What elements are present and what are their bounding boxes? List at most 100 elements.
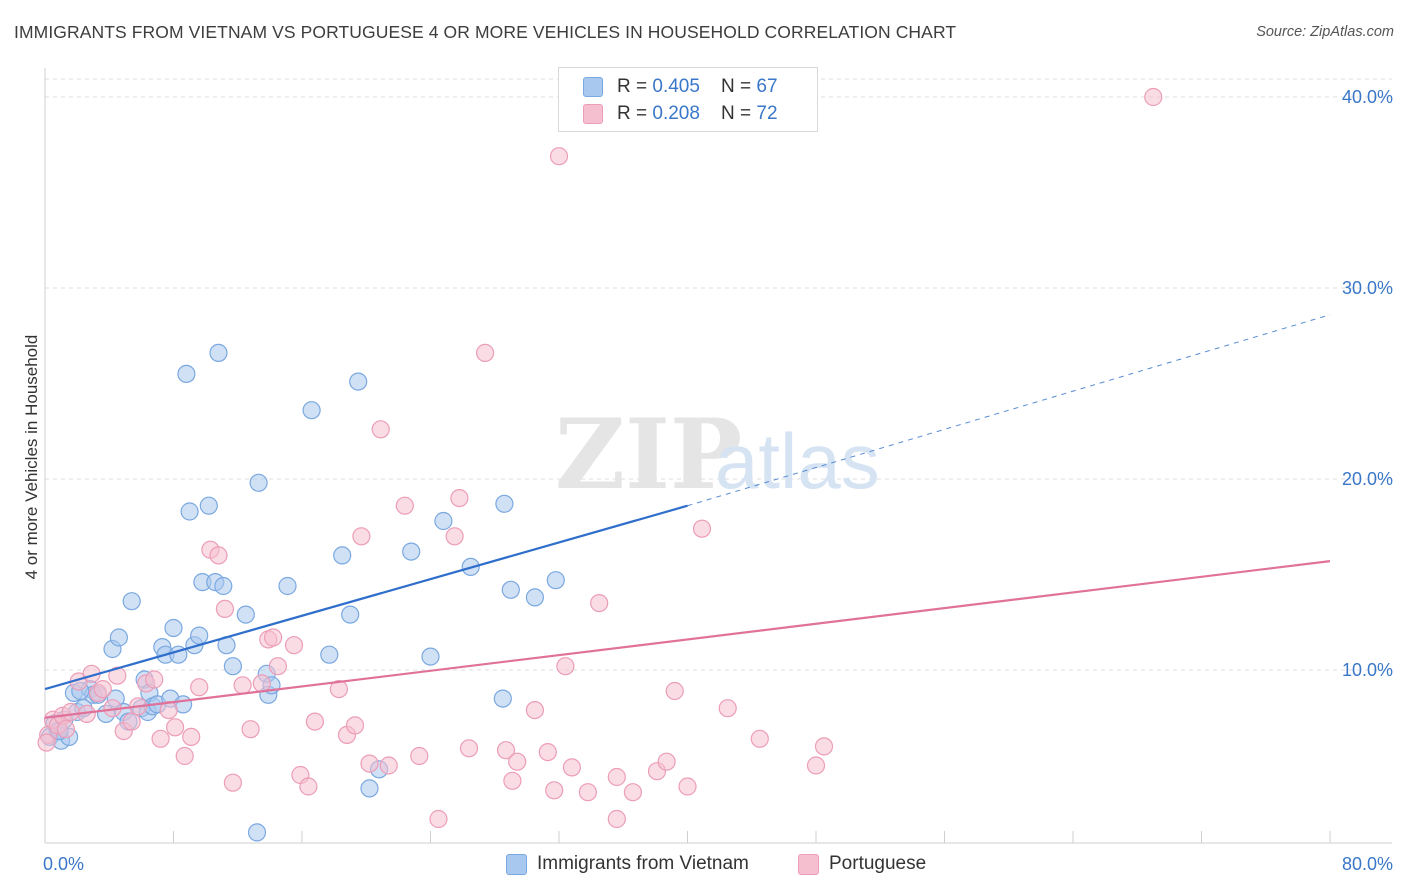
vietnam-point [109, 628, 129, 647]
portuguese-point [607, 767, 626, 787]
vietnam-point [546, 571, 565, 590]
trend-lines [44, 314, 1331, 719]
portuguese-point [665, 681, 684, 701]
portuguese-point [151, 729, 170, 748]
y-tick-label: 20.0% [1342, 469, 1393, 489]
portuguese-point [305, 712, 324, 731]
x-tick-label: 0.0% [43, 854, 84, 874]
watermark-atlas: atlas [715, 417, 880, 505]
portuguese-point [299, 777, 318, 796]
portuguese-point [233, 676, 252, 695]
vietnam-point [434, 511, 453, 531]
n-label: N = [721, 103, 757, 124]
portuguese-point [459, 739, 479, 758]
axes [44, 68, 1392, 844]
vietnam-point [223, 657, 242, 676]
portuguese-point [345, 716, 365, 735]
portuguese-point [556, 657, 575, 676]
portuguese-point [241, 720, 260, 739]
y-tick-label: 30.0% [1342, 278, 1393, 298]
portuguese-point [657, 752, 676, 771]
gridlines [45, 78, 1392, 671]
legend-swatch-blue [583, 77, 603, 97]
portuguese-point [190, 678, 209, 697]
portuguese-point [814, 737, 834, 756]
portuguese-point [329, 679, 348, 699]
bottom-legend-portuguese: Portuguese [798, 852, 926, 876]
portuguese-point [108, 666, 127, 685]
portuguese-point [352, 527, 371, 546]
vietnam-trend-line [44, 504, 688, 691]
portuguese-point [268, 657, 287, 676]
portuguese-point [1144, 87, 1163, 107]
n-label: N = [721, 76, 757, 97]
vietnam-point [320, 645, 339, 664]
axis-labels: 10.0% 20.0% 30.0% 40.0% 0.0% 80.0% 4 or more V… [22, 87, 1393, 874]
vietnam-point [341, 605, 360, 624]
r-value: 0.405 [652, 76, 700, 97]
vietnam-point [501, 580, 520, 599]
vietnam-point [249, 473, 268, 492]
portuguese-point [623, 783, 643, 802]
bottom-legend-label: Immigrants from Vietnam [537, 853, 749, 874]
portuguese-point [806, 756, 826, 775]
portuguese-point [175, 746, 194, 766]
portuguese-point [223, 773, 242, 792]
n-value: 67 [756, 76, 778, 97]
y-tick-label: 40.0% [1342, 87, 1393, 107]
y-axis-title: 4 or more Vehicles in Household [22, 335, 41, 580]
vietnam-point [180, 502, 199, 521]
vietnam-point [360, 779, 379, 798]
vietnam-point [333, 546, 352, 565]
portuguese-point [360, 754, 379, 773]
x-tick-label: 80.0% [1342, 854, 1393, 874]
portuguese-point [445, 527, 464, 546]
chart-title: IMMIGRANTS FROM VIETNAM VS PORTUGUESE 4 … [14, 22, 957, 42]
vietnam-point [177, 364, 196, 383]
portuguese-trend-line [44, 560, 1331, 719]
portuguese-point [678, 777, 697, 796]
portuguese-point [379, 756, 398, 775]
vietnam-point [247, 823, 267, 842]
portuguese-point [93, 679, 112, 699]
portuguese-point [578, 783, 598, 802]
portuguese-point [538, 742, 557, 762]
portuguese-point [166, 718, 185, 737]
vietnam-point [122, 592, 141, 611]
vietnam-point [164, 618, 183, 638]
r-value: 0.208 [652, 103, 700, 124]
source-label: Source: ZipAtlas.com [1256, 24, 1394, 40]
portuguese-point [750, 729, 769, 748]
vietnam-point [402, 542, 421, 561]
portuguese-point [525, 700, 545, 720]
vietnam-point [199, 496, 218, 515]
portuguese-point [562, 758, 582, 777]
portuguese-point [37, 733, 56, 752]
portuguese-point [590, 593, 609, 613]
bottom-legend-label: Portuguese [829, 853, 927, 874]
legend-swatch-pink [583, 104, 603, 124]
portuguese-point [476, 343, 495, 362]
data-points [37, 87, 1163, 842]
legend-text: R = 0.405 N = 67 [617, 76, 778, 98]
vietnam-trend-extension [687, 314, 1331, 507]
portuguese-point [545, 781, 564, 800]
n-value: 72 [756, 103, 778, 124]
portuguese-point [252, 674, 271, 693]
portuguese-point [503, 771, 522, 790]
portuguese-point [496, 741, 516, 760]
portuguese-point [209, 546, 228, 565]
r-label: R = [617, 103, 653, 124]
vietnam-point [190, 626, 209, 645]
portuguese-point [371, 420, 390, 439]
vietnam-point [236, 605, 255, 624]
portuguese-point [450, 489, 469, 508]
bottom-legend-swatch-pink [798, 853, 819, 875]
legend-text: R = 0.208 N = 72 [617, 103, 778, 125]
portuguese-point [549, 147, 569, 166]
portuguese-point [215, 599, 234, 619]
portuguese-point [607, 809, 626, 829]
vietnam-point [349, 372, 368, 391]
